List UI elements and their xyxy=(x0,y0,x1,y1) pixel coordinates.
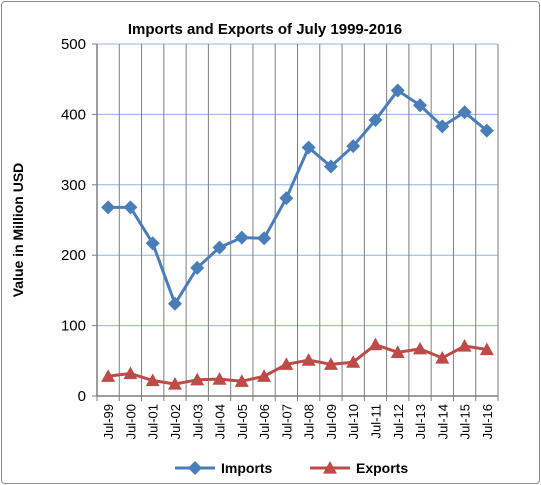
imports-point xyxy=(279,191,294,206)
x-tick-label: Jul-09 xyxy=(324,404,339,439)
imports-point xyxy=(257,231,272,246)
exports-point xyxy=(346,355,361,368)
exports-point xyxy=(123,366,138,380)
series-layer xyxy=(101,83,494,390)
imports-point xyxy=(346,139,361,154)
imports-point xyxy=(167,296,182,311)
imports-point xyxy=(301,140,316,155)
legend-item-exports: Exports xyxy=(310,460,408,476)
x-tick-label: Jul-10 xyxy=(346,404,361,439)
imports-point xyxy=(323,159,338,174)
x-tick-label: Jul-11 xyxy=(368,404,383,438)
y-tick-label: 100 xyxy=(61,318,86,335)
imports-point xyxy=(390,83,405,98)
y-axis-label: Value in Million USD xyxy=(10,163,26,298)
imports-point xyxy=(457,105,472,120)
exports-point xyxy=(323,357,338,370)
x-tick-label: Jul-15 xyxy=(458,404,473,439)
x-tick-label: Jul-05 xyxy=(235,404,250,439)
exports-point xyxy=(435,350,450,364)
exports-point xyxy=(279,357,294,370)
chart-title: Imports and Exports of July 1999-2016 xyxy=(128,21,402,38)
legend-exports-label: Exports xyxy=(356,460,408,476)
exports-point xyxy=(145,373,160,387)
legend-imports-label: Imports xyxy=(221,460,273,476)
exports-point xyxy=(368,337,383,351)
x-tick-label: Jul-14 xyxy=(435,404,450,439)
exports-point xyxy=(101,369,116,382)
gridlines xyxy=(96,43,499,397)
x-tick-label: Jul-99 xyxy=(101,404,116,439)
x-tick-label: Jul-00 xyxy=(123,404,138,439)
imports-point xyxy=(413,98,428,113)
exports-point xyxy=(234,374,249,387)
x-tick-label: Jul-16 xyxy=(480,404,495,439)
x-tick-label: Jul-02 xyxy=(168,404,183,439)
legend-item-imports: Imports xyxy=(175,460,273,476)
imports-point xyxy=(368,113,383,128)
y-tick-label: 0 xyxy=(78,388,86,405)
imports-point xyxy=(234,230,249,245)
imports-point xyxy=(479,123,494,138)
axes xyxy=(92,43,499,401)
imports-point xyxy=(190,260,205,275)
x-tick-label: Jul-06 xyxy=(257,404,272,439)
x-tick-label: Jul-01 xyxy=(146,404,161,439)
exports-point xyxy=(413,341,428,355)
exports-point xyxy=(167,377,182,390)
imports-point xyxy=(101,200,116,215)
legend: Imports Exports xyxy=(175,460,408,476)
series-imports xyxy=(101,83,494,311)
exports-point xyxy=(212,372,227,385)
exports-point xyxy=(257,369,272,382)
exports-point xyxy=(390,345,405,358)
legend-imports-marker xyxy=(188,461,202,475)
y-tick-label: 300 xyxy=(61,177,86,194)
x-tick-label: Jul-04 xyxy=(213,404,228,439)
x-tick-label: Jul-03 xyxy=(190,404,205,439)
y-tick-label: 500 xyxy=(61,36,86,53)
imports-line xyxy=(108,88,488,306)
y-tick-label: 200 xyxy=(61,247,86,264)
imports-point xyxy=(212,240,227,255)
legend-exports-marker xyxy=(323,461,337,474)
exports-point xyxy=(457,339,472,352)
x-tick-label: Jul-07 xyxy=(279,404,294,439)
imports-point xyxy=(123,200,138,215)
imports-point xyxy=(435,119,450,134)
x-tick-label: Jul-12 xyxy=(391,404,406,439)
y-tick-labels: 0 100 200 300 400 500 xyxy=(61,36,86,405)
exports-point xyxy=(479,342,494,356)
exports-point xyxy=(301,353,316,366)
x-tick-label: Jul-13 xyxy=(413,404,428,439)
x-tick-labels: Jul-99 Jul-00 Jul-01 Jul-02 Jul-03 Jul-04 Jul-… xyxy=(101,404,495,439)
y-tick-label: 400 xyxy=(61,106,86,123)
series-exports xyxy=(101,337,494,390)
imports-point xyxy=(145,236,160,251)
exports-point xyxy=(190,372,205,386)
x-tick-label: Jul-08 xyxy=(302,404,317,439)
